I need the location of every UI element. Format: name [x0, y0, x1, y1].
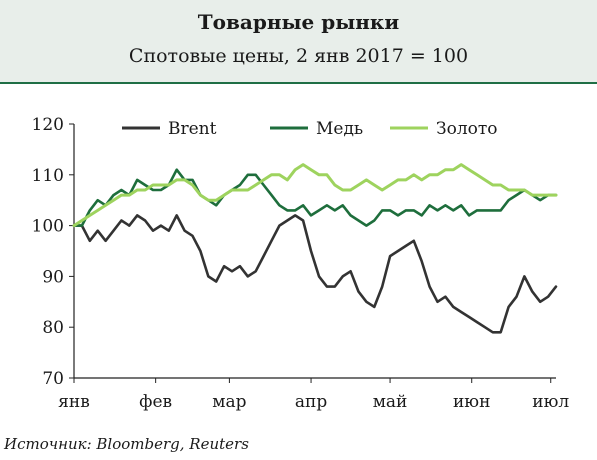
y-tick-label: 90 [42, 267, 64, 287]
chart-title: Товарные рынки [197, 10, 400, 34]
y-tick-label: 100 [32, 217, 64, 237]
series-line-copper [72, 168, 558, 227]
x-tick-label: мар [212, 392, 246, 412]
line-chart: 70 80 90 100 110 120 янв фев мар апр май июн июл Bren… [32, 115, 570, 412]
x-tick-label: июн [453, 392, 490, 412]
y-tick-label: 120 [32, 115, 64, 135]
x-tick-label: июл [532, 392, 569, 412]
legend-label: Золото [436, 119, 498, 139]
source-note: Источник: Bloomberg, Reuters [4, 435, 249, 453]
x-tick-label: апр [295, 392, 327, 412]
y-tick-label: 80 [42, 318, 64, 338]
legend-label: Brent [168, 119, 217, 139]
x-tick-label: фев [139, 392, 172, 412]
legend-label: Медь [316, 119, 363, 139]
chart-subtitle: Спотовые цены, 2 янв 2017 = 100 [128, 45, 469, 67]
y-tick-label: 110 [32, 166, 64, 186]
y-tick-label: 70 [42, 369, 64, 389]
series-line-brent [72, 214, 558, 334]
series-line-gold [72, 163, 558, 228]
x-tick-label: янв [58, 392, 90, 412]
chart-header: Товарные рынки Спотовые цены, 2 янв 2017… [0, 0, 597, 82]
x-tick-label: май [373, 392, 408, 412]
header-divider [0, 82, 597, 84]
